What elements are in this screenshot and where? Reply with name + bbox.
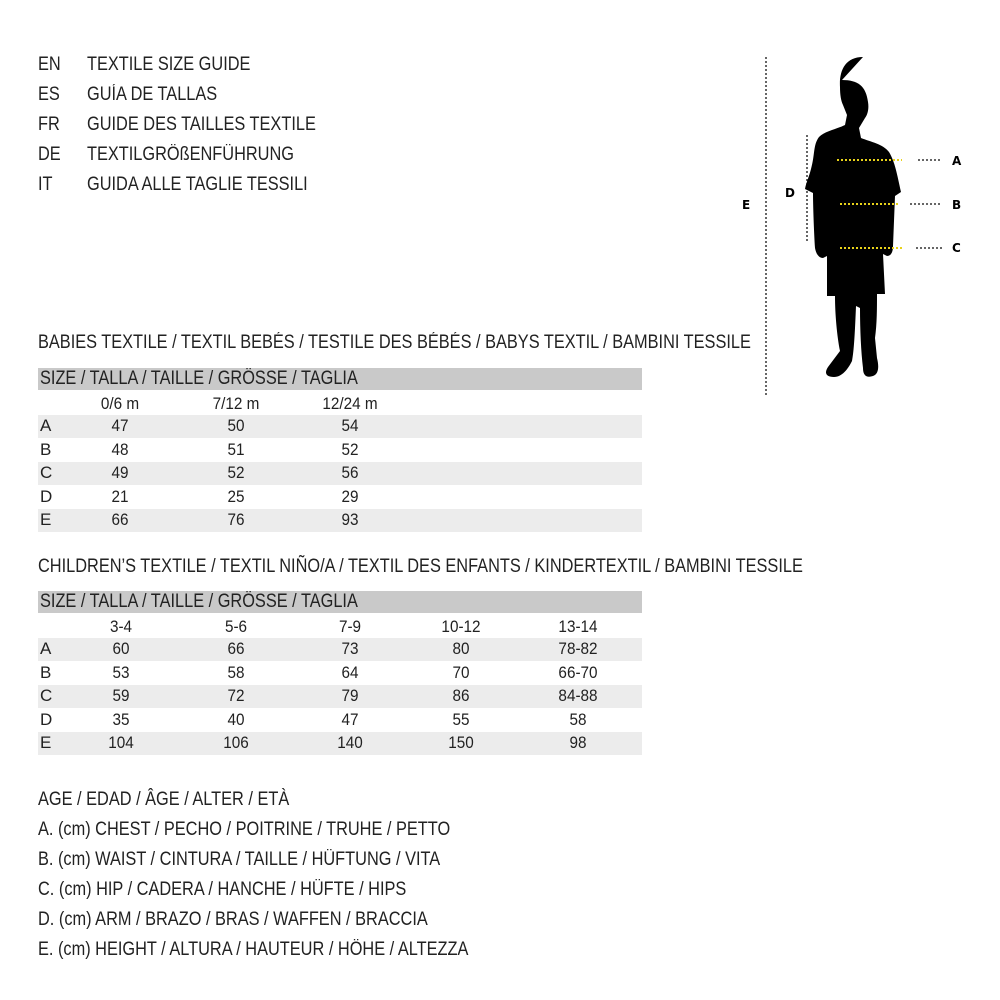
size-header-label: SIZE / TALLA / TAILLE / GRÖSSE / TAGLIA	[40, 368, 358, 389]
row-label: A	[40, 639, 52, 658]
guide-title: TEXTILE SIZE GUIDE	[87, 54, 251, 75]
row-shading	[38, 732, 642, 755]
row-label: B	[40, 439, 52, 459]
table-cell: 80	[452, 639, 470, 658]
legend-item: B. (cm) WAIST / CINTURA / TAILLE / HÜFTU…	[38, 849, 441, 870]
label-a: A	[952, 154, 962, 168]
legend-item: D. (cm) ARM / BRAZO / BRAS / WAFFEN / BR…	[38, 909, 428, 930]
table-cell: 54	[341, 416, 359, 435]
row-label: C	[40, 686, 53, 705]
table-cell: 140	[337, 733, 363, 752]
legend-item: E. (cm) HEIGHT / ALTURA / HAUTEUR / HÖHE…	[38, 939, 469, 960]
language-code: DE	[38, 144, 61, 165]
row-label: E	[40, 510, 52, 529]
table-cell: 58	[569, 709, 587, 729]
table-cell: 29	[341, 486, 359, 506]
children-heading: CHILDREN’S TEXTILE / TEXTIL NIÑO/A / TEX…	[38, 556, 803, 577]
column-header: 5-6	[224, 617, 248, 636]
table-cell: 55	[452, 709, 470, 729]
guide-title: GUIDE DES TAILLES TEXTILE	[87, 114, 316, 135]
table-cell: 64	[341, 662, 359, 682]
guide-title: GUÍA DE TALLAS	[87, 84, 218, 105]
table-cell: 35	[112, 709, 130, 729]
column-header: 13-14	[558, 617, 598, 636]
table-cell: 66	[111, 510, 129, 529]
table-cell: 73	[341, 639, 359, 658]
column-header: 7-9	[338, 617, 362, 636]
table-cell: 40	[227, 709, 245, 729]
table-cell: 56	[341, 463, 359, 482]
column-header: 12/24 m	[322, 394, 378, 413]
table-cell: 104	[108, 733, 134, 752]
label-e: E	[742, 198, 750, 212]
row-shading	[38, 638, 642, 661]
table-cell: 150	[448, 733, 474, 752]
table-cell: 25	[227, 486, 245, 506]
table-cell: 66	[227, 639, 245, 658]
column-header: 0/6 m	[100, 394, 140, 413]
row-shading	[38, 415, 642, 438]
label-b: B	[952, 198, 961, 212]
row-label: E	[40, 733, 52, 752]
table-cell: 78-82	[558, 639, 598, 658]
size-header-label: SIZE / TALLA / TAILLE / GRÖSSE / TAGLIA	[40, 591, 358, 612]
guide-title: TEXTILGRÖßENFÜHRUNG	[87, 144, 294, 165]
table-cell: 51	[227, 439, 245, 459]
table-cell: 52	[341, 439, 359, 459]
table-cell: 52	[227, 463, 245, 482]
language-code: FR	[38, 114, 60, 135]
table-cell: 79	[341, 686, 359, 705]
table-cell: 86	[452, 686, 470, 705]
label-d: D	[785, 186, 795, 200]
table-cell: 60	[112, 639, 130, 658]
row-shading	[38, 685, 642, 708]
table-cell: 70	[452, 662, 470, 682]
table-cell: 53	[112, 662, 130, 682]
row-label: D	[40, 709, 53, 729]
legend-item: AGE / EDAD / ÂGE / ALTER / ETÀ	[38, 789, 290, 810]
row-label: D	[40, 486, 53, 506]
language-code: IT	[38, 174, 53, 195]
row-shading	[38, 462, 642, 485]
table-cell: 47	[341, 709, 359, 729]
size-header-bar	[38, 591, 642, 613]
table-cell: 50	[227, 416, 245, 435]
table-cell: 58	[227, 662, 245, 682]
table-cell: 93	[341, 510, 359, 529]
column-header: 3-4	[109, 617, 133, 636]
babies-heading: BABIES TEXTILE / TEXTIL BEBÉS / TESTILE …	[38, 332, 751, 353]
table-cell: 76	[227, 510, 245, 529]
legend-item: C. (cm) HIP / CADERA / HANCHE / HÜFTE / …	[38, 879, 407, 900]
table-cell: 59	[112, 686, 130, 705]
legend-item: A. (cm) CHEST / PECHO / POITRINE / TRUHE…	[38, 819, 451, 840]
row-label: B	[40, 662, 52, 682]
language-code: EN	[38, 54, 61, 75]
table-cell: 49	[111, 463, 129, 482]
size-header-bar	[38, 368, 642, 390]
table-cell: 48	[111, 439, 129, 459]
label-c: C	[952, 241, 961, 255]
table-cell: 21	[111, 486, 129, 506]
row-label: C	[40, 463, 53, 482]
guide-title: GUIDA ALLE TAGLIE TESSILI	[87, 174, 308, 195]
language-code: ES	[38, 84, 60, 105]
table-cell: 98	[569, 733, 587, 752]
table-cell: 66-70	[558, 662, 598, 682]
table-cell: 47	[111, 416, 129, 435]
child-silhouette-diagram: A B C D E	[742, 57, 962, 395]
table-cell: 106	[223, 733, 249, 752]
row-shading	[38, 509, 642, 532]
silhouette	[805, 57, 901, 377]
table-cell: 72	[227, 686, 245, 705]
row-label: A	[40, 416, 52, 435]
column-header: 7/12 m	[212, 394, 260, 413]
column-header: 10-12	[441, 617, 481, 636]
table-cell: 84-88	[558, 686, 598, 705]
